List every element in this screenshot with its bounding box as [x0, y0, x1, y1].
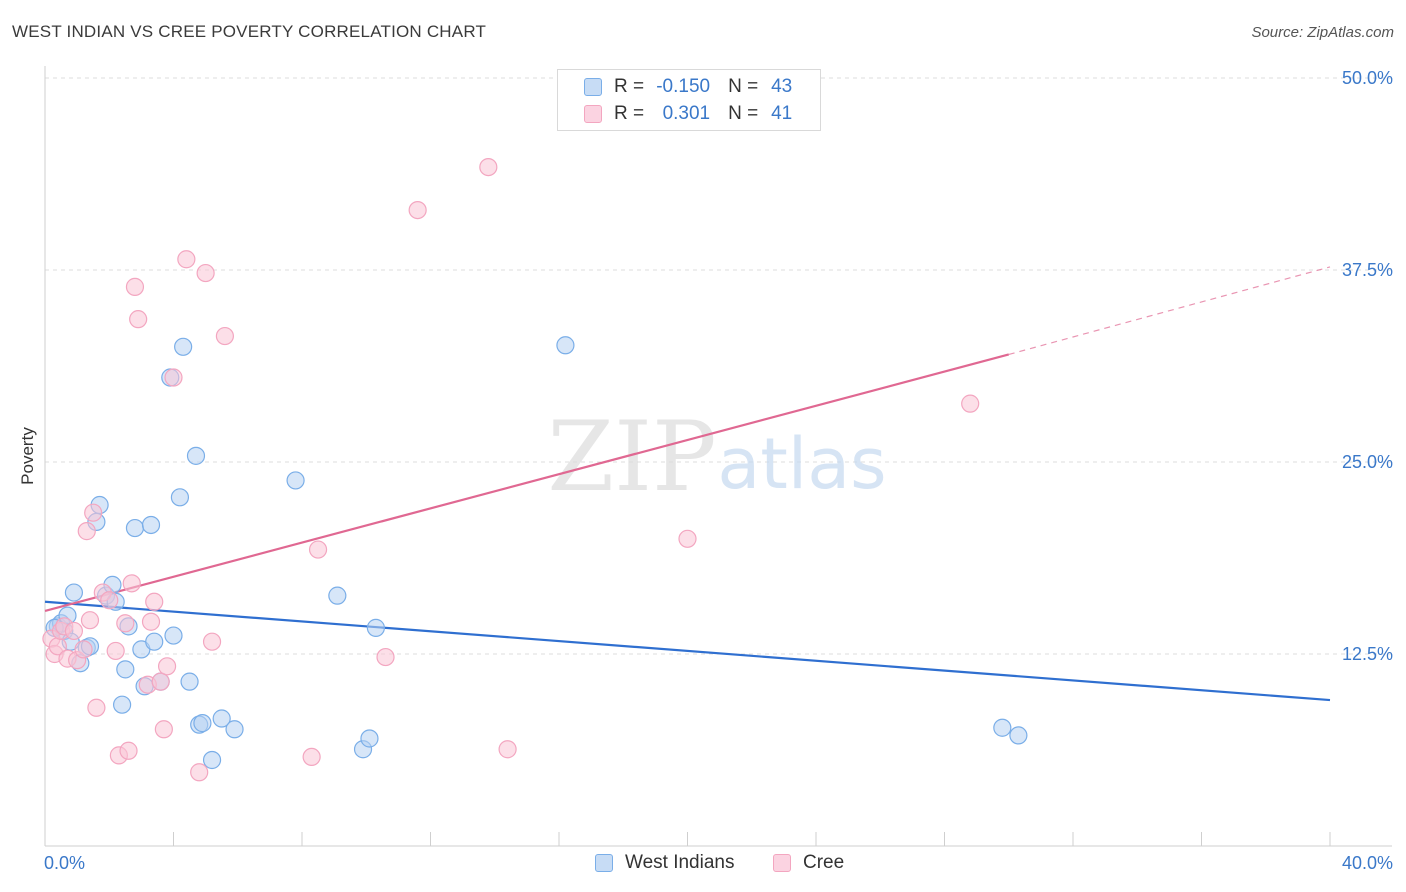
point-cree [77, 522, 96, 541]
r-label: R = [614, 103, 645, 124]
point-cree [202, 632, 222, 651]
chart-title: WEST INDIAN VS CREE POVERTY CORRELATION … [12, 22, 487, 41]
point-cree [125, 277, 145, 296]
trend-line-extension-cree [1008, 266, 1331, 356]
point-west-indians [360, 729, 379, 748]
axes [44, 66, 1392, 847]
correlation-legend: R = -0.150 N = 43 R = 0.301 N = 41 [557, 69, 821, 131]
point-cree [106, 641, 125, 661]
n-value-cree: 41 [771, 103, 793, 124]
point-cree [80, 611, 100, 630]
y-tick-label: 37.5% [1342, 260, 1393, 280]
y-tick-label: 25.0% [1342, 452, 1393, 472]
legend-swatch-west-indians [584, 78, 602, 96]
r-label: R = [614, 76, 645, 97]
point-cree [87, 698, 106, 717]
y-axis-label: Poverty [18, 427, 37, 485]
point-cree [479, 157, 498, 177]
point-cree [100, 591, 119, 610]
point-cree [196, 263, 215, 283]
legend-item-west-indians[interactable]: West Indians [595, 852, 734, 874]
tick-labels: 12.5% 25.0% 37.5% 50.0% 0.0% 40.0% [44, 68, 1393, 873]
legend-label-cree: Cree [803, 852, 845, 873]
trend-line-west-indians [44, 600, 1331, 702]
legend-swatch-cree [773, 854, 791, 872]
point-cree [961, 394, 980, 413]
data-points [42, 157, 1028, 782]
point-cree [308, 540, 328, 559]
legend-item-cree[interactable]: Cree [773, 852, 844, 874]
point-cree [122, 574, 141, 593]
point-cree [84, 503, 103, 522]
point-cree [129, 310, 148, 329]
trend-line-cree [44, 353, 1010, 613]
point-west-indians [186, 446, 206, 465]
point-west-indians [286, 471, 305, 490]
point-cree [177, 250, 196, 269]
n-label: N = [728, 76, 759, 97]
point-west-indians [366, 618, 385, 637]
trend-lines [44, 266, 1331, 702]
point-cree [302, 747, 321, 767]
source-label: Source: ZipAtlas.com [1251, 24, 1394, 41]
point-west-indians [125, 518, 145, 538]
point-west-indians [141, 515, 161, 535]
watermark-zip: ZIP [547, 401, 716, 513]
point-cree [151, 672, 170, 691]
point-cree [190, 763, 209, 782]
legend-label-west-indians: West Indians [625, 852, 735, 873]
point-west-indians [116, 660, 135, 679]
legend-swatch-cree [584, 105, 602, 123]
point-west-indians [1009, 726, 1028, 745]
point-cree [164, 368, 183, 387]
x-tick-label: 0.0% [44, 853, 85, 873]
y-tick-label: 50.0% [1342, 68, 1393, 88]
point-west-indians [112, 695, 132, 714]
point-west-indians [145, 632, 164, 651]
point-west-indians [164, 626, 183, 645]
y-tick-label: 12.5% [1342, 644, 1393, 664]
legend-swatch-west-indians [595, 854, 613, 872]
point-west-indians [170, 488, 190, 507]
point-cree [408, 200, 427, 220]
point-west-indians [64, 583, 84, 602]
grid [45, 77, 1392, 655]
r-value-cree: 0.301 [662, 103, 711, 124]
point-west-indians [212, 709, 231, 728]
point-cree [498, 740, 517, 759]
point-cree [141, 612, 161, 631]
n-label: N = [728, 103, 759, 124]
point-west-indians [174, 337, 193, 356]
point-west-indians [225, 720, 244, 739]
x-tick-label: 40.0% [1342, 853, 1393, 873]
n-value-west-indians: 43 [771, 76, 793, 97]
point-cree [678, 529, 697, 548]
point-west-indians [180, 672, 199, 691]
legend-row-west-indians: R = -0.150 N = 43 [584, 74, 792, 100]
point-west-indians [556, 336, 575, 355]
point-west-indians [993, 718, 1012, 737]
point-west-indians [328, 586, 347, 605]
point-cree [64, 621, 84, 641]
point-cree [119, 741, 138, 760]
point-cree [116, 614, 135, 633]
point-cree [74, 640, 93, 659]
r-value-west-indians: -0.150 [656, 76, 711, 97]
point-cree [215, 326, 234, 346]
point-cree [157, 657, 177, 676]
point-cree [145, 592, 164, 611]
watermark: ZIP atlas [547, 401, 886, 513]
legend-row-cree: R = 0.301 N = 41 [584, 101, 792, 127]
point-cree [376, 647, 395, 667]
point-west-indians [193, 714, 212, 733]
point-west-indians [202, 750, 222, 770]
point-cree [154, 720, 173, 739]
watermark-atlas: atlas [717, 423, 886, 505]
